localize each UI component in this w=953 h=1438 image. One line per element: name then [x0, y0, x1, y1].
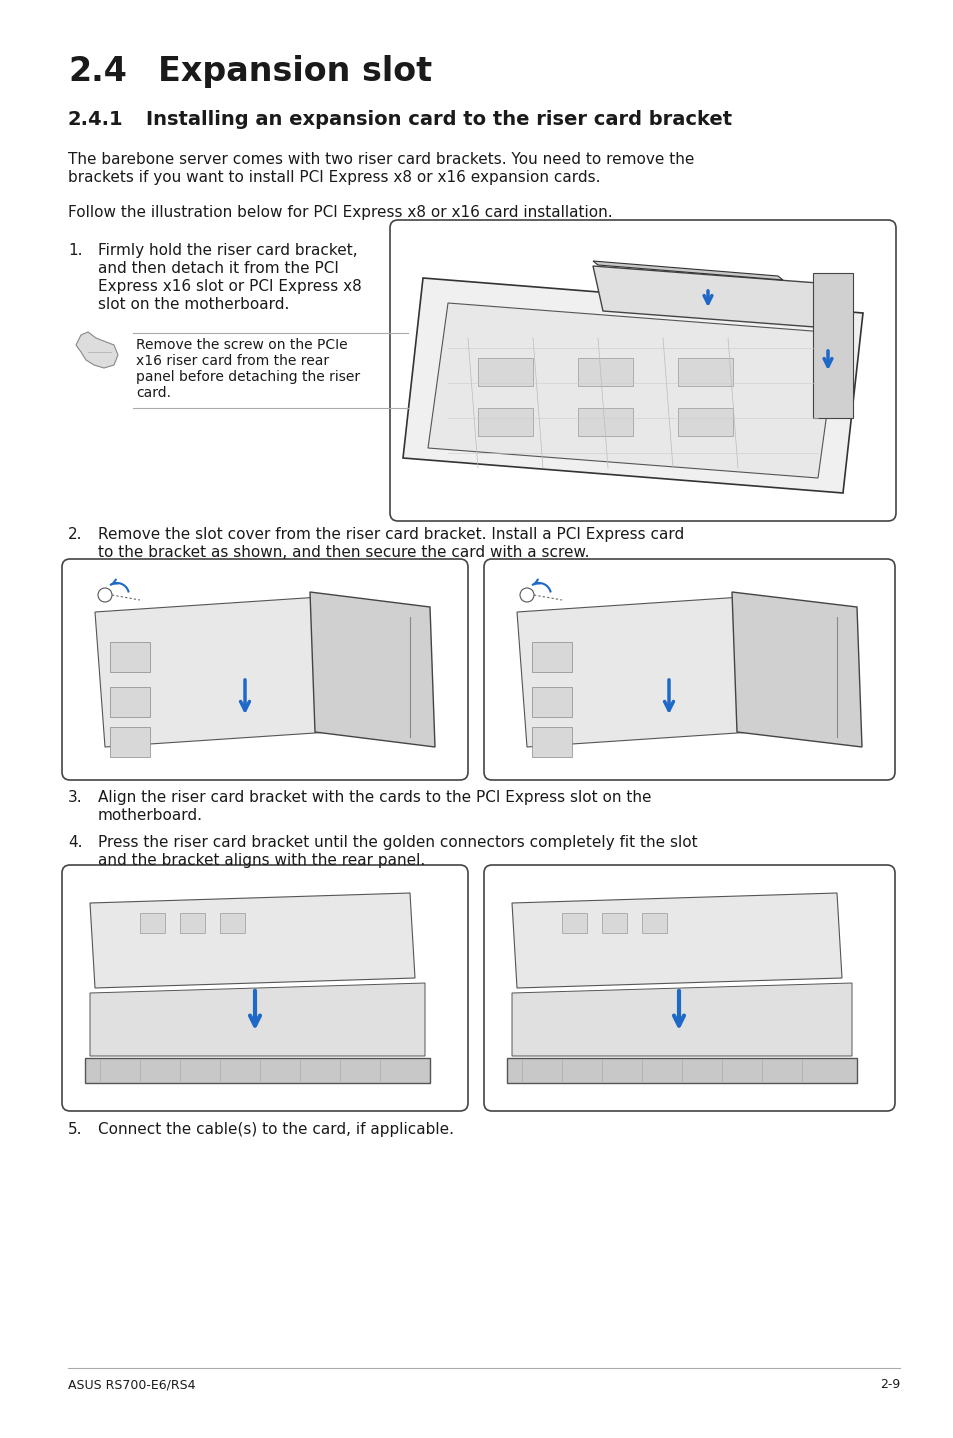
Polygon shape [512, 893, 841, 988]
Text: 1.: 1. [68, 243, 82, 257]
Polygon shape [85, 1058, 430, 1083]
Text: The barebone server comes with two riser card brackets. You need to remove the: The barebone server comes with two riser… [68, 152, 694, 167]
Polygon shape [532, 641, 572, 672]
Polygon shape [90, 984, 424, 1055]
Text: slot on the motherboard.: slot on the motherboard. [98, 298, 289, 312]
Text: to the bracket as shown, and then secure the card with a screw.: to the bracket as shown, and then secure… [98, 545, 589, 559]
Polygon shape [678, 358, 732, 385]
Polygon shape [532, 728, 572, 756]
Polygon shape [76, 332, 118, 368]
Polygon shape [506, 1058, 856, 1083]
Text: 2.: 2. [68, 526, 82, 542]
Text: ASUS RS700-E6/RS4: ASUS RS700-E6/RS4 [68, 1378, 195, 1391]
Polygon shape [812, 273, 852, 418]
Text: and then detach it from the PCI: and then detach it from the PCI [98, 262, 338, 276]
Text: card.: card. [136, 385, 171, 400]
Polygon shape [180, 913, 205, 933]
Text: Connect the cable(s) to the card, if applicable.: Connect the cable(s) to the card, if app… [98, 1122, 454, 1137]
Text: and the bracket aligns with the rear panel.: and the bracket aligns with the rear pan… [98, 853, 425, 869]
Polygon shape [578, 408, 633, 436]
Text: motherboard.: motherboard. [98, 808, 203, 823]
Polygon shape [428, 303, 837, 477]
Polygon shape [678, 408, 732, 436]
Polygon shape [477, 408, 533, 436]
Polygon shape [593, 266, 827, 328]
Text: Expansion slot: Expansion slot [158, 55, 432, 88]
Polygon shape [641, 913, 666, 933]
Text: 3.: 3. [68, 789, 83, 805]
Text: Follow the illustration below for PCI Express x8 or x16 card installation.: Follow the illustration below for PCI Ex… [68, 206, 612, 220]
Text: 2.4.1: 2.4.1 [68, 109, 124, 129]
Text: brackets if you want to install PCI Express x8 or x16 expansion cards.: brackets if you want to install PCI Expr… [68, 170, 599, 186]
FancyBboxPatch shape [390, 220, 895, 521]
Polygon shape [95, 597, 330, 746]
Text: x16 riser card from the rear: x16 riser card from the rear [136, 354, 329, 368]
Polygon shape [220, 913, 245, 933]
Text: Remove the screw on the PCIe: Remove the screw on the PCIe [136, 338, 347, 352]
Polygon shape [110, 687, 150, 718]
Polygon shape [512, 984, 851, 1055]
Text: Remove the slot cover from the riser card bracket. Install a PCI Express card: Remove the slot cover from the riser car… [98, 526, 683, 542]
Circle shape [519, 588, 534, 603]
Polygon shape [90, 893, 415, 988]
Text: 2-9: 2-9 [879, 1378, 899, 1391]
Text: Installing an expansion card to the riser card bracket: Installing an expansion card to the rise… [146, 109, 731, 129]
Text: Express x16 slot or PCI Express x8: Express x16 slot or PCI Express x8 [98, 279, 361, 293]
Text: 5.: 5. [68, 1122, 82, 1137]
Polygon shape [517, 597, 751, 746]
FancyBboxPatch shape [483, 866, 894, 1112]
FancyBboxPatch shape [483, 559, 894, 779]
Text: panel before detaching the riser: panel before detaching the riser [136, 370, 359, 384]
Polygon shape [110, 641, 150, 672]
Polygon shape [110, 728, 150, 756]
Circle shape [98, 588, 112, 603]
Polygon shape [601, 913, 626, 933]
Polygon shape [402, 278, 862, 493]
Polygon shape [532, 687, 572, 718]
FancyBboxPatch shape [62, 559, 468, 779]
Polygon shape [561, 913, 586, 933]
Polygon shape [731, 592, 862, 746]
Polygon shape [578, 358, 633, 385]
FancyBboxPatch shape [62, 866, 468, 1112]
Text: 2.4: 2.4 [68, 55, 127, 88]
Polygon shape [140, 913, 165, 933]
Polygon shape [310, 592, 435, 746]
Polygon shape [477, 358, 533, 385]
Text: Align the riser card bracket with the cards to the PCI Express slot on the: Align the riser card bracket with the ca… [98, 789, 651, 805]
Text: 4.: 4. [68, 835, 82, 850]
Text: Firmly hold the riser card bracket,: Firmly hold the riser card bracket, [98, 243, 357, 257]
Text: Press the riser card bracket until the golden connectors completely fit the slot: Press the riser card bracket until the g… [98, 835, 697, 850]
Polygon shape [593, 262, 782, 280]
